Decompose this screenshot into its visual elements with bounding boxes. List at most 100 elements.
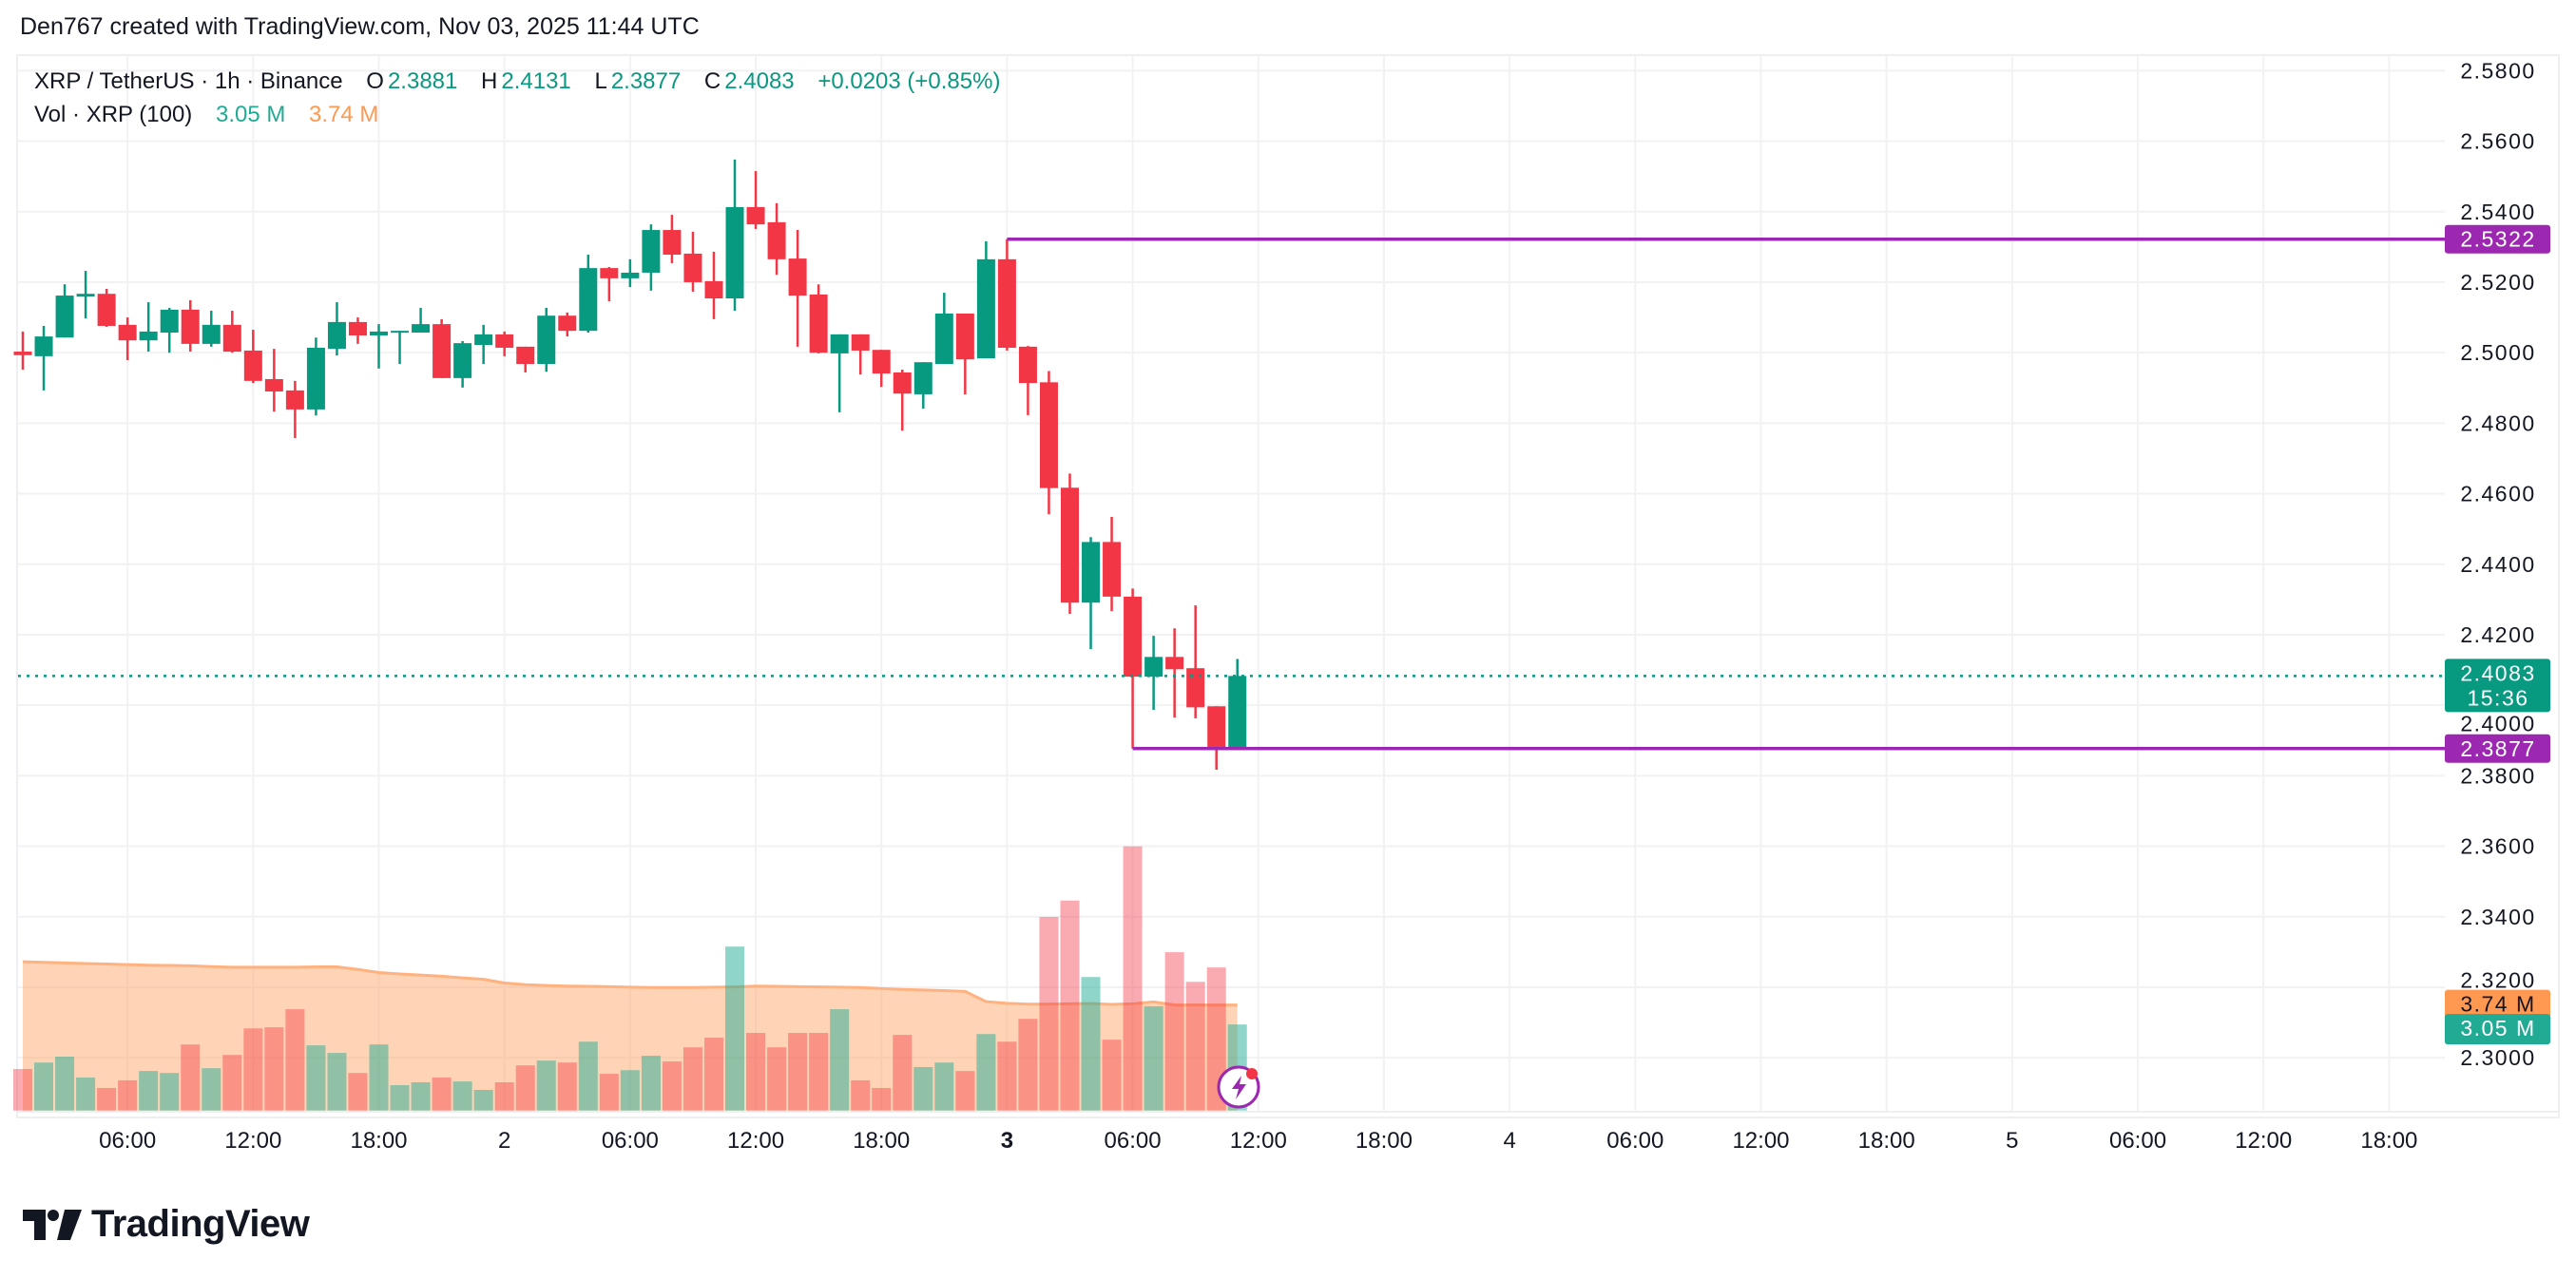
candle[interactable] (97, 289, 116, 328)
candle[interactable] (76, 271, 95, 319)
low-level-price-label-text: 2.3877 (2460, 736, 2535, 761)
candle[interactable] (830, 334, 849, 412)
candle[interactable] (1061, 473, 1079, 615)
candle-body (243, 350, 262, 381)
candle[interactable] (663, 215, 682, 263)
candle[interactable] (1228, 659, 1247, 749)
candle[interactable] (222, 311, 241, 353)
candle[interactable] (1103, 517, 1122, 612)
candle[interactable] (767, 202, 786, 276)
candle-body (1186, 668, 1205, 708)
candle[interactable] (391, 331, 410, 365)
time-axis[interactable]: 06:00 12:00 18:00 2 06:00 12:00 18:00 3 06:00 12:… (18, 1111, 2558, 1154)
candle-body (474, 334, 493, 345)
candle[interactable] (997, 239, 1016, 351)
candle[interactable] (788, 230, 807, 347)
candle[interactable] (1186, 605, 1205, 718)
candle-body (1039, 382, 1058, 488)
volume-bar (703, 1038, 723, 1111)
candle[interactable] (537, 308, 556, 372)
candle[interactable] (558, 312, 577, 337)
legend-low-label: L (594, 68, 607, 94)
candle[interactable] (370, 324, 389, 369)
candle-body (642, 230, 661, 273)
candle[interactable] (851, 334, 870, 375)
candle[interactable] (516, 346, 535, 372)
candle[interactable] (433, 318, 452, 378)
last-price-label-text: 2.4083 (2460, 660, 2535, 685)
legend-symbol[interactable]: XRP / TetherUS · 1h · Binance (34, 68, 343, 94)
volume-axis-label-text: 3.05 M (2460, 1016, 2535, 1040)
candle[interactable] (243, 330, 262, 384)
candle[interactable] (955, 313, 974, 394)
volume-bar (369, 1044, 389, 1111)
candle[interactable] (1207, 706, 1226, 771)
candle[interactable] (872, 350, 891, 388)
volume-bar (599, 1074, 619, 1111)
candle[interactable] (348, 317, 367, 344)
candle[interactable] (139, 302, 158, 353)
candle[interactable] (725, 159, 744, 312)
time-tick-label: 06:00 (602, 1128, 659, 1154)
candle[interactable] (1082, 537, 1101, 650)
candle-body (809, 294, 828, 353)
candle[interactable] (579, 255, 598, 334)
low-level-price-label-background (2445, 734, 2550, 763)
time-tick-label: 12:00 (2235, 1128, 2292, 1154)
candle[interactable] (412, 308, 431, 334)
candle-body (55, 296, 74, 338)
chart-frame (16, 54, 2560, 1118)
lightning-button[interactable] (1217, 1065, 1260, 1109)
candle[interactable] (118, 317, 137, 360)
price-axis[interactable]: 2.5800 2.5600 2.5400 2.5200 2.5000 2.4800 2.46… (2460, 58, 2535, 1070)
candle[interactable] (1165, 628, 1184, 718)
candle[interactable] (976, 240, 995, 359)
candle[interactable] (1144, 636, 1163, 710)
volume-bar (1081, 977, 1101, 1111)
candle[interactable] (600, 267, 619, 301)
candle[interactable] (704, 252, 723, 319)
candle[interactable] (327, 302, 346, 356)
candle-body (264, 378, 283, 391)
candle[interactable] (453, 340, 472, 388)
candle-body (285, 390, 304, 410)
candle[interactable] (55, 284, 74, 338)
candle[interactable] (913, 362, 932, 410)
candle[interactable] (264, 349, 283, 412)
candle[interactable] (642, 224, 661, 291)
candle-body (851, 334, 870, 351)
candle[interactable] (13, 331, 32, 370)
candle[interactable] (202, 311, 221, 347)
time-tick-label: 06:00 (2109, 1128, 2166, 1154)
legend-volume-label[interactable]: Vol · XRP (100) (34, 102, 193, 127)
candle[interactable] (1018, 346, 1037, 415)
candle[interactable] (285, 380, 304, 438)
candle[interactable] (1124, 588, 1143, 749)
candle[interactable] (934, 293, 953, 365)
candle[interactable] (1039, 371, 1058, 515)
candle[interactable] (683, 231, 702, 292)
volume-bar (1060, 900, 1080, 1111)
candle[interactable] (306, 337, 325, 416)
candle[interactable] (34, 325, 53, 391)
volume-ma-axis-label-text: 3.74 M (2460, 992, 2535, 1017)
legend-volume-row[interactable]: Vol · XRP (100) 3.05 M 3.74 M (34, 98, 1004, 131)
candle-body (433, 324, 452, 378)
candle[interactable] (746, 171, 765, 229)
candle[interactable] (809, 284, 828, 353)
candle-body (453, 343, 472, 378)
candle-body (97, 294, 116, 326)
candle-body (391, 331, 410, 334)
tradingview-logo[interactable]: TradingView (23, 1203, 310, 1246)
candle[interactable] (181, 299, 200, 353)
candle[interactable] (474, 324, 493, 365)
candle[interactable] (160, 308, 179, 353)
candle[interactable] (495, 331, 514, 356)
candle[interactable] (893, 369, 912, 431)
volume-bar (976, 1034, 996, 1111)
candle[interactable] (621, 258, 640, 288)
